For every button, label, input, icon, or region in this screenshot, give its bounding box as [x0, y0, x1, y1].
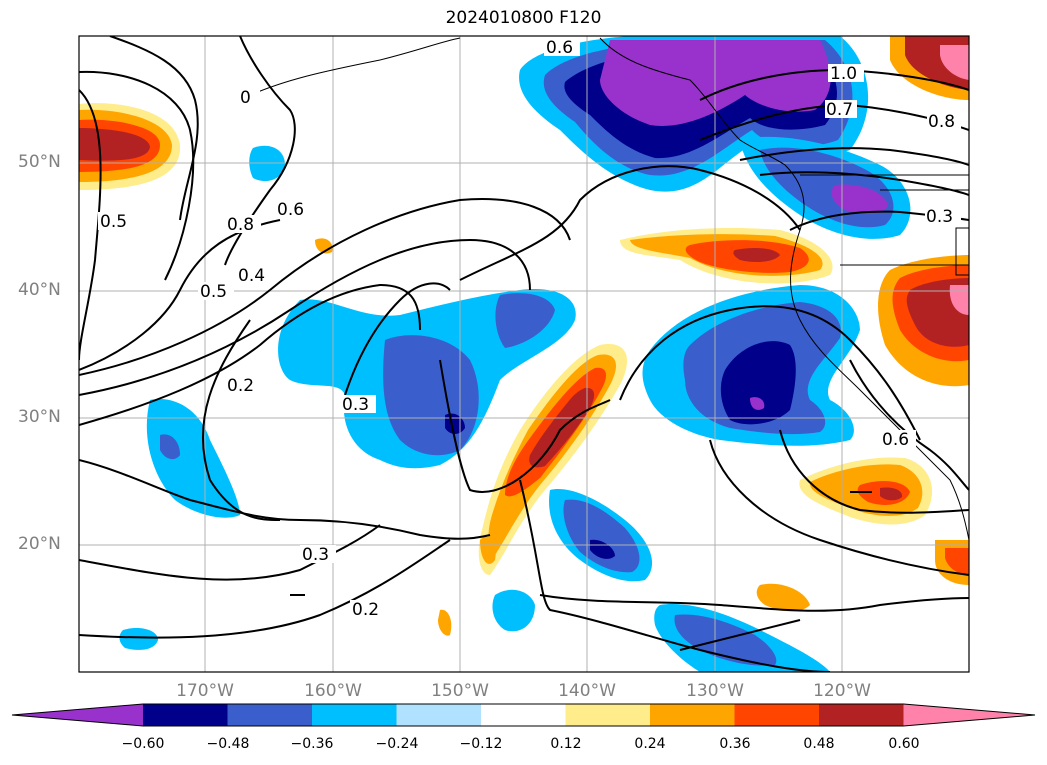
colorbar-tick-label: 0.60: [888, 736, 920, 752]
colorbar-tick-label: −0.24: [375, 736, 419, 752]
lon-label: 160°W: [304, 681, 362, 701]
map-title: 2024010800 F120: [445, 8, 602, 28]
warm-anomaly-california: [878, 255, 969, 387]
lon-label: 140°W: [558, 681, 616, 701]
contour-label: 0.6: [546, 38, 573, 58]
contour-label: 0.2: [352, 600, 379, 620]
colorbar-segment: [396, 704, 482, 726]
colorbar-tick-label: 0.12: [550, 736, 582, 752]
warm-anomaly-west: [79, 103, 181, 190]
colorbar-extend-max: [903, 704, 1035, 726]
colorbar-tick-label: 0.48: [803, 736, 835, 752]
colorbar-segment: [481, 704, 566, 726]
lat-label: 20°N: [18, 534, 61, 554]
graticule: [79, 36, 969, 672]
plot-frame: [78, 35, 970, 673]
colorbar-segment: [734, 704, 820, 726]
lat-label: 30°N: [18, 407, 61, 427]
colorbar-extend-min: [12, 704, 143, 726]
colorbar-tick-label: −0.36: [290, 736, 334, 752]
colorbar-segment: [143, 704, 228, 726]
contour-label: 0.4: [238, 266, 265, 286]
contour-labels: 0.6 1.0 0.7 0.8 0.3 0 0.5 0.8 0.6 0.5 0.…: [100, 38, 955, 620]
colorbar-tick-label: −0.60: [121, 736, 165, 752]
contour-label: 0.8: [227, 215, 254, 235]
lat-label: 40°N: [18, 280, 61, 300]
colorbar-segment: [227, 704, 313, 726]
colorbar-segment: [819, 704, 904, 726]
colorbar-tick-label: −0.48: [206, 736, 250, 752]
shaded-field: 0.6 1.0 0.7 0.8 0.3 0 0.5 0.8 0.6 0.5 0.…: [79, 36, 969, 672]
contour-label: 0.8: [928, 112, 955, 132]
cold-anomaly-subtropics-east: [642, 285, 860, 446]
colorbar-tick-label: 0.24: [634, 736, 666, 752]
warm-anomaly-northeast: [890, 36, 969, 100]
colorbar-tick-label: −0.12: [459, 736, 503, 752]
contour-label: 0.2: [227, 376, 254, 396]
lon-label: 130°W: [686, 681, 744, 701]
colorbar: [11, 703, 1036, 727]
lat-label: 50°N: [18, 152, 61, 172]
contour-label: 0.5: [100, 212, 127, 232]
contour-label-backgrounds: [98, 38, 961, 618]
contour-label: 0.3: [302, 545, 329, 565]
cold-anomaly-central-pacific: [146, 145, 576, 518]
lon-label: 170°W: [176, 681, 234, 701]
coastlines: [239, 37, 969, 541]
contour-lines: [79, 36, 969, 672]
lon-label: 150°W: [431, 681, 489, 701]
contour-label: 0: [240, 88, 251, 108]
contour-label: 1.0: [830, 64, 857, 84]
contour-label: 0.3: [342, 395, 369, 415]
contour-label: 0.7: [826, 100, 853, 120]
colorbar-tick-label: 0.36: [719, 736, 751, 752]
colorbar-segment: [312, 704, 397, 726]
small-anomalies: [119, 238, 969, 672]
lon-label: 120°W: [813, 681, 871, 701]
colorbar-segment: [565, 704, 651, 726]
warm-anomaly-diagonal-band: [478, 344, 628, 575]
warm-anomaly-42n: [620, 228, 833, 284]
colorbar-segment: [650, 704, 735, 726]
contour-label: 0.5: [200, 282, 227, 302]
contour-label: 0.6: [882, 430, 909, 450]
colorbar-outline: [11, 703, 1036, 727]
contour-label: 0.6: [277, 200, 304, 220]
contour-label: 0.3: [926, 207, 953, 227]
